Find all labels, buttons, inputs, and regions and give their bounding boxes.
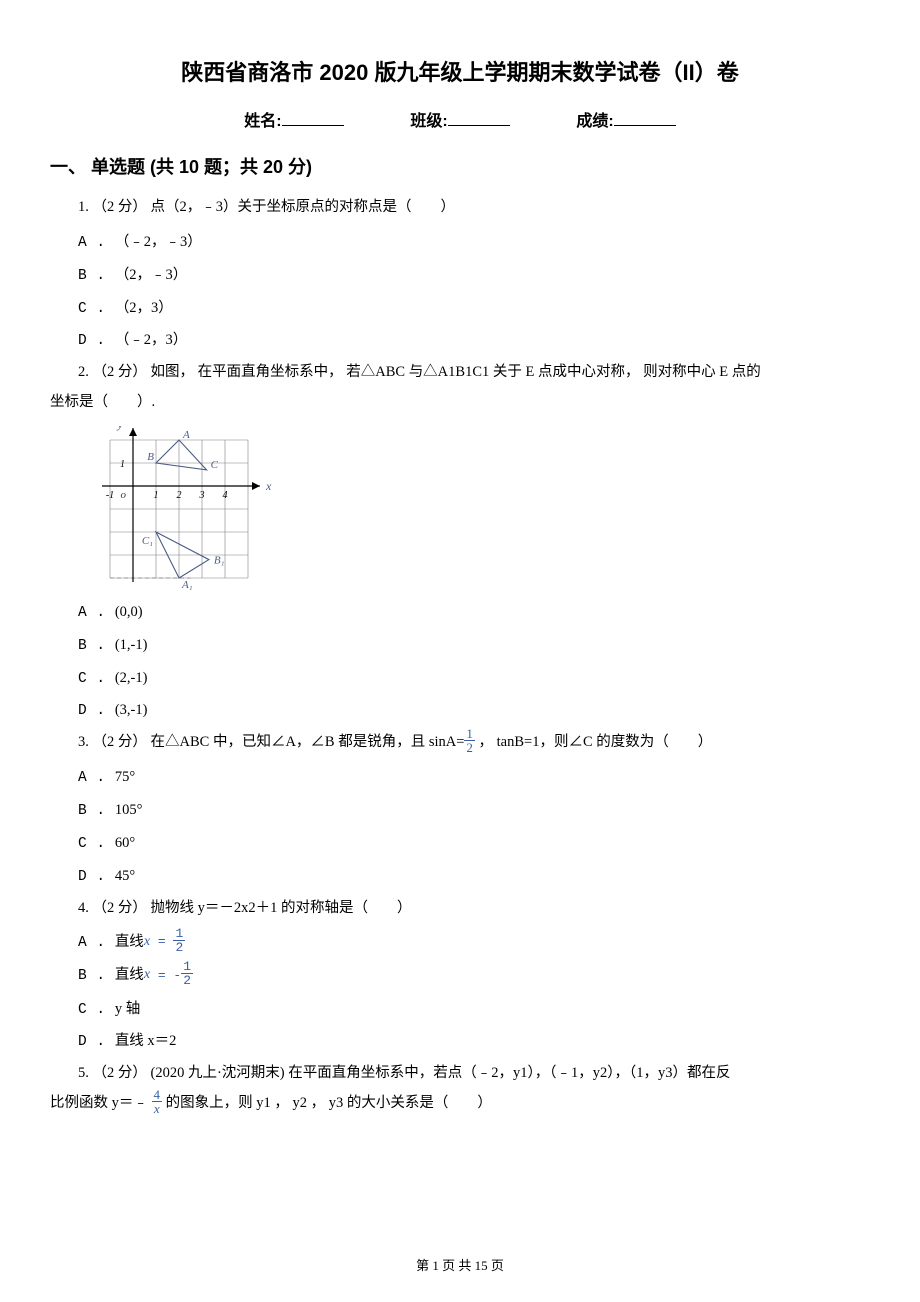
- q2-option-c: C . (2,-1): [78, 663, 870, 696]
- student-info-row: 姓名: 班级: 成绩:: [50, 107, 870, 131]
- q2-option-b: B . (1,-1): [78, 630, 870, 663]
- svg-text:B: B: [147, 451, 154, 463]
- q2-option-d: D . (3,-1): [78, 695, 870, 728]
- score-blank: [614, 112, 676, 126]
- q1-option-d: D . （﹣2，3）: [78, 325, 870, 358]
- svg-text:-1: -1: [106, 490, 114, 501]
- q2-option-a: A . (0,0): [78, 597, 870, 630]
- q2-figure: -1 1 2 3 4 1 o x y A B C A₁ B₁ C₁: [78, 426, 870, 591]
- q3-stem: 3. （2 分） 在△ABC 中，已知∠A，∠B 都是锐角，且 sinA=12 …: [78, 728, 870, 758]
- name-label: 姓名:: [244, 113, 281, 130]
- q2-stem: 2. （2 分） 如图， 在平面直角坐标系中， 若△ABC 与△A1B1C1 关…: [50, 358, 870, 417]
- svg-text:y: y: [117, 426, 124, 431]
- name-blank: [282, 112, 344, 126]
- q4-option-c: C . y 轴: [78, 994, 870, 1027]
- q4-option-b: B . 直线x = -12: [78, 960, 870, 993]
- q3-option-c: C . 60°: [78, 828, 870, 861]
- q4-stem: 4. （2 分） 抛物线 y＝－2x2＋1 的对称轴是（ ）: [78, 894, 870, 924]
- page-footer: 第 1 页 共 15 页: [50, 1255, 870, 1274]
- q3-option-b: B . 105°: [78, 795, 870, 828]
- class-label: 班级:: [410, 113, 447, 130]
- svg-text:2: 2: [177, 490, 182, 501]
- svg-text:4: 4: [223, 490, 228, 501]
- q3-option-a: A . 75°: [78, 762, 870, 795]
- q4-option-d: D . 直线 x＝2: [78, 1026, 870, 1059]
- q3-option-d: D . 45°: [78, 861, 870, 894]
- class-blank: [448, 112, 510, 126]
- q4-option-a: A . 直线x = 12: [78, 927, 870, 960]
- svg-text:x: x: [265, 479, 272, 493]
- q1-option-c: C . （2，3）: [78, 293, 870, 326]
- q1-option-b: B . （2，﹣3）: [78, 260, 870, 293]
- q1-option-a: A . （﹣2，﹣3）: [78, 227, 870, 260]
- q5-stem: 5. （2 分） (2020 九上·沈河期末) 在平面直角坐标系中，若点（﹣2，…: [50, 1059, 870, 1118]
- score-label: 成绩:: [576, 113, 613, 130]
- svg-text:o: o: [121, 489, 127, 501]
- svg-text:C₁: C₁: [142, 535, 153, 547]
- svg-text:C: C: [211, 459, 219, 471]
- svg-text:1: 1: [120, 459, 125, 470]
- exam-title: 陕西省商洛市 2020 版九年级上学期期末数学试卷（II）卷: [50, 55, 870, 87]
- svg-text:A: A: [182, 429, 190, 441]
- q1-stem: 1. （2 分） 点（2，﹣3）关于坐标原点的对称点是（ ）: [78, 193, 870, 223]
- section-header: 一、 单选题 (共 10 题；共 20 分): [50, 153, 870, 179]
- svg-text:1: 1: [154, 490, 159, 501]
- svg-text:B₁: B₁: [214, 554, 225, 566]
- svg-text:3: 3: [199, 490, 205, 501]
- svg-text:A₁: A₁: [181, 579, 193, 591]
